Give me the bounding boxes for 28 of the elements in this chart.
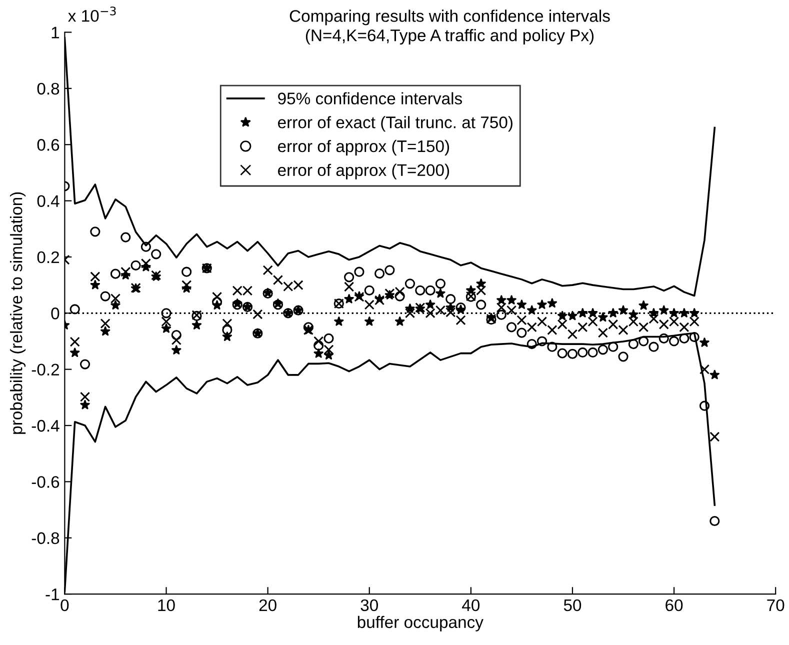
x-tick-label: 60 [666, 599, 683, 612]
x-tick-label: 0 [60, 599, 69, 612]
x-tick-label: 20 [259, 599, 276, 612]
x-tick-label: 50 [564, 599, 582, 612]
y-tick-label: 1 [52, 26, 60, 38]
legend-label: error of approx (T=200) [278, 164, 450, 180]
legend-label: 95% confidence intervals [278, 92, 462, 104]
y-tick-label: -0.4 [32, 420, 60, 432]
legend-label: error of exact (Tail trunc. at 750) [278, 116, 512, 132]
y-tick-label: -0.2 [32, 364, 60, 376]
y-tick-label: -0.6 [32, 476, 60, 488]
x-tick-label: 10 [158, 599, 175, 612]
y-tick-label: -1 [46, 588, 60, 600]
text: x 10$^{−3}$ [68, 6, 116, 22]
y-tick-label: 0 [51, 308, 60, 320]
x-axis-title: buffer occupancy [358, 616, 484, 632]
y-axis-title: probability (relative to simulation) [10, 192, 26, 434]
chart-title: Comparing results with confidence intervals [290, 10, 610, 26]
y-tick-label: -0.8 [32, 532, 60, 544]
x-tick-label: 70 [767, 599, 784, 612]
y-tick-label: 0.6 [37, 139, 60, 151]
legend-label: error of approx (T=150) [278, 140, 450, 156]
y-tick-label: 0.4 [37, 195, 60, 207]
y-tick-label: 0.2 [37, 251, 59, 264]
y-tick-label: 0.8 [37, 82, 60, 95]
chart-subtitle: (N=4,K=64,Type A traffic and policy Px) [306, 29, 594, 45]
x-tick-label: 30 [360, 599, 378, 612]
x-tick-label: 40 [462, 599, 480, 612]
